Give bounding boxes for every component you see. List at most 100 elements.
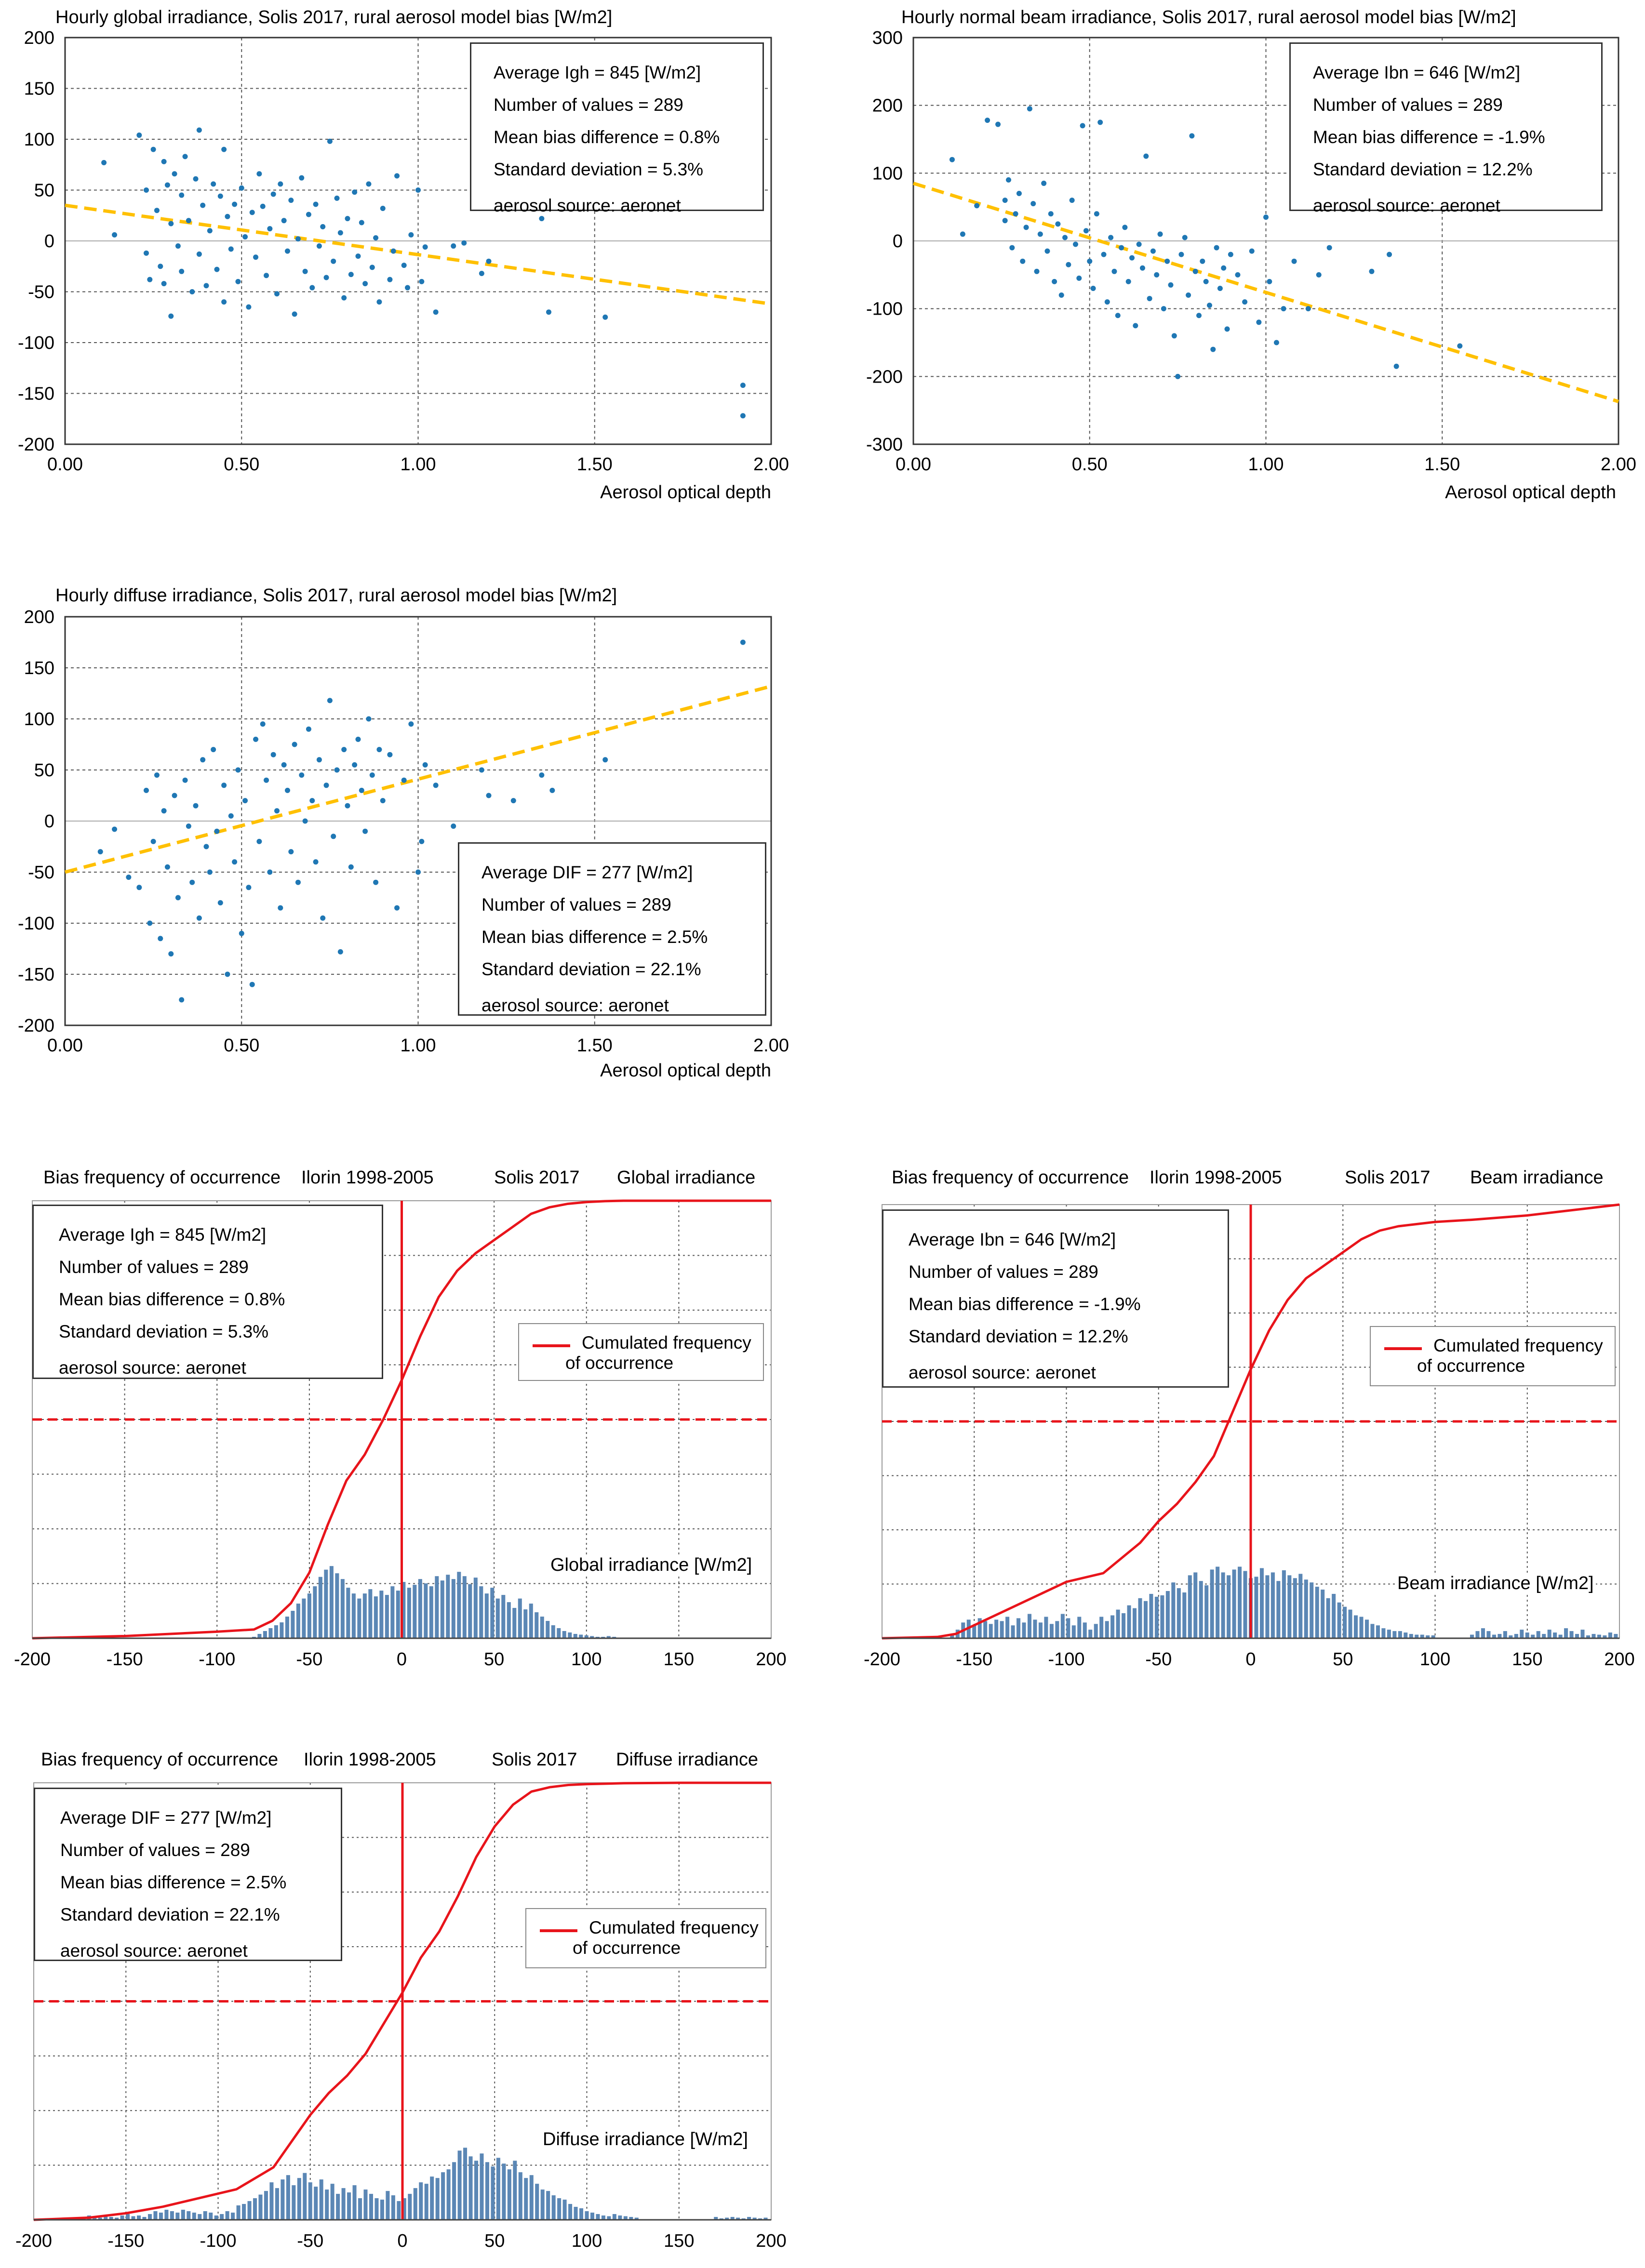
histogram-bar bbox=[736, 2217, 740, 2220]
y-tick-label: 150 bbox=[24, 658, 54, 678]
data-point bbox=[1139, 265, 1145, 271]
stats-mbd: Mean bias difference = 0.8% bbox=[494, 127, 720, 147]
data-point bbox=[1122, 225, 1128, 230]
histogram-bar bbox=[386, 2191, 390, 2220]
data-point bbox=[182, 154, 188, 159]
data-point bbox=[288, 849, 294, 855]
hist-global-legend: Cumulated frequency of occurrence bbox=[518, 1323, 764, 1381]
histogram-bar bbox=[551, 2195, 556, 2220]
data-point bbox=[175, 895, 181, 901]
data-point bbox=[1178, 252, 1184, 257]
data-point bbox=[451, 243, 456, 249]
hist-global-title-b: Ilorin 1998-2005 bbox=[301, 1167, 434, 1188]
histogram-bar bbox=[1603, 1635, 1607, 1638]
histogram-bar bbox=[1033, 1619, 1037, 1638]
histogram-bar bbox=[1227, 1575, 1231, 1638]
data-point bbox=[274, 291, 280, 297]
data-point bbox=[1090, 285, 1096, 291]
data-point bbox=[256, 171, 262, 177]
data-point bbox=[1256, 319, 1262, 325]
scatter-diffuse-chart: 0.00 0.50 1.00 1.50 2.00 -200 -150 -100 -50 0 50 10… bbox=[18, 607, 789, 1056]
histogram-bar bbox=[518, 1598, 522, 1638]
data-point bbox=[112, 232, 118, 238]
y-tick-label: 200 bbox=[24, 28, 54, 48]
histogram-bar bbox=[546, 2191, 550, 2220]
y-tick-label: -100 bbox=[18, 333, 54, 353]
data-point bbox=[1101, 252, 1107, 257]
histogram-bar bbox=[1509, 1635, 1513, 1638]
histogram-bar bbox=[529, 1604, 533, 1638]
data-point bbox=[1457, 343, 1463, 349]
data-point bbox=[320, 224, 326, 229]
histogram-bar bbox=[264, 2191, 268, 2220]
x-tick-label: 100 bbox=[1420, 1649, 1450, 1670]
data-point bbox=[1069, 198, 1075, 203]
histogram-bar bbox=[618, 2215, 622, 2220]
stats-source: aerosol source: aeronet bbox=[494, 196, 681, 215]
data-point bbox=[189, 879, 195, 885]
histogram-bar bbox=[120, 2215, 124, 2220]
histogram-bar bbox=[1498, 1634, 1502, 1638]
data-point bbox=[112, 826, 118, 832]
histogram-bar bbox=[1210, 1569, 1214, 1638]
data-point bbox=[179, 192, 185, 198]
data-point bbox=[1048, 211, 1054, 217]
data-point bbox=[214, 266, 220, 272]
legend-label-2: of occurrence bbox=[565, 1353, 674, 1373]
data-point bbox=[147, 277, 153, 282]
histogram-bar bbox=[257, 1634, 262, 1638]
data-point bbox=[150, 146, 156, 152]
data-point bbox=[1200, 258, 1205, 264]
stats-sd: Standard deviation = 5.3% bbox=[59, 1322, 269, 1341]
data-point bbox=[352, 189, 358, 195]
histogram-bar bbox=[429, 1586, 433, 1638]
histogram-bar bbox=[281, 2179, 285, 2220]
data-point bbox=[327, 698, 333, 703]
data-point bbox=[1002, 218, 1008, 224]
histogram-bar bbox=[1254, 1577, 1258, 1638]
data-point bbox=[207, 869, 213, 875]
histogram-bar bbox=[747, 2217, 751, 2220]
hist-diffuse-stats-box: Average DIF = 277 [W/m2] Number of value… bbox=[34, 1788, 342, 1961]
data-point bbox=[1115, 313, 1121, 318]
cumulative-curve bbox=[882, 1203, 1620, 1640]
data-point bbox=[348, 272, 354, 278]
histogram-bar bbox=[484, 1593, 489, 1638]
histogram-bar bbox=[115, 2217, 119, 2220]
hist-diffuse-title-c: Solis 2017 bbox=[492, 1750, 577, 1770]
histogram-bar bbox=[451, 1579, 455, 1638]
x-tick-label: 0.00 bbox=[47, 1035, 83, 1056]
histogram-bar bbox=[1077, 1617, 1082, 1638]
histogram-bar bbox=[573, 1634, 577, 1638]
histogram-bar bbox=[424, 2184, 428, 2220]
data-point bbox=[161, 159, 167, 164]
hist-beam-title-a: Bias frequency of occurrence bbox=[892, 1167, 1129, 1188]
histogram-bar bbox=[1287, 1575, 1292, 1638]
histogram-bar bbox=[369, 2194, 373, 2220]
hist-diffuse-label: Diffuse irradiance [W/m2] bbox=[541, 2129, 750, 2150]
histogram-bar bbox=[137, 2215, 141, 2220]
scatter-diffuse-xlabel: Aerosol optical depth bbox=[600, 1061, 771, 1081]
x-tick-label: 50 bbox=[1333, 1649, 1353, 1670]
data-point bbox=[225, 971, 230, 977]
histogram-bar bbox=[1542, 1634, 1546, 1638]
histogram-bar bbox=[1514, 1634, 1518, 1638]
histogram-bar bbox=[585, 2211, 589, 2220]
data-point bbox=[295, 879, 301, 885]
data-point bbox=[1023, 225, 1029, 230]
data-point bbox=[292, 311, 297, 317]
histogram-bar bbox=[280, 1622, 284, 1638]
histogram-bar bbox=[1326, 1598, 1330, 1638]
histogram-bar bbox=[225, 2211, 229, 2220]
histogram-bar bbox=[341, 2188, 346, 2220]
data-point bbox=[539, 216, 545, 222]
data-point bbox=[1143, 153, 1149, 159]
data-point bbox=[1076, 275, 1082, 281]
histogram-bar bbox=[220, 2214, 224, 2220]
histogram-bar bbox=[551, 1625, 555, 1638]
data-point bbox=[376, 299, 382, 305]
legend-label-1: Cumulated frequency bbox=[589, 1918, 759, 1937]
x-tick-label: 2.00 bbox=[1601, 454, 1636, 475]
histogram-bar bbox=[607, 2216, 611, 2220]
data-point bbox=[394, 173, 400, 179]
